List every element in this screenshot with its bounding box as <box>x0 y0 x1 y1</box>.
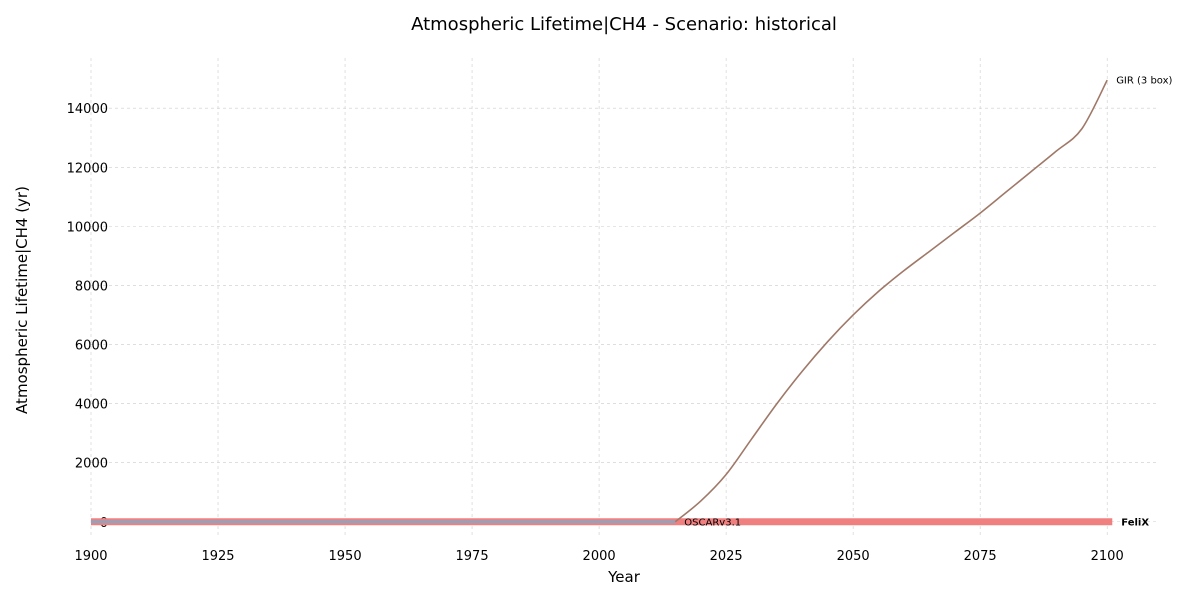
y-tick-label: 12000 <box>67 161 108 176</box>
x-tick-label: 2050 <box>837 549 870 564</box>
x-tick-label: 2000 <box>583 549 616 564</box>
tick-labels: 1900 1925 1950 1975 2000 2025 2050 2075 21000200… <box>67 102 1124 564</box>
series-label-gir-3-box: GIR (3 box) <box>1116 76 1172 87</box>
chart-title: Atmospheric Lifetime|CH4 - Scenario: his… <box>411 14 837 35</box>
grid <box>90 58 1158 538</box>
series-lines <box>91 79 1113 526</box>
series-line-gir-3-box <box>674 79 1108 523</box>
y-axis-label: Atmospheric Lifetime|CH4 (yr) <box>13 186 31 414</box>
x-tick-label: 1925 <box>201 549 234 564</box>
x-tick-label: 1950 <box>329 549 362 564</box>
x-tick-label: 2100 <box>1091 549 1124 564</box>
x-tick-label: 1900 <box>74 549 107 564</box>
y-tick-label: 6000 <box>75 339 108 354</box>
y-tick-label: 10000 <box>67 220 108 235</box>
x-tick-label: 2025 <box>710 549 743 564</box>
y-tick-label: 4000 <box>75 398 108 413</box>
x-tick-label: 2075 <box>964 549 997 564</box>
y-tick-label: 2000 <box>75 457 108 472</box>
y-tick-label: 14000 <box>67 102 108 117</box>
series-labels: FeliX OSCARv3.1 GIR (3 box) <box>684 76 1172 529</box>
series-label-oscarv3-1: OSCARv3.1 <box>684 517 741 528</box>
y-tick-label: 8000 <box>75 279 108 294</box>
series-label-felix: FeliX <box>1121 517 1149 528</box>
x-tick-label: 1975 <box>456 549 489 564</box>
x-axis-label: Year <box>607 568 641 586</box>
